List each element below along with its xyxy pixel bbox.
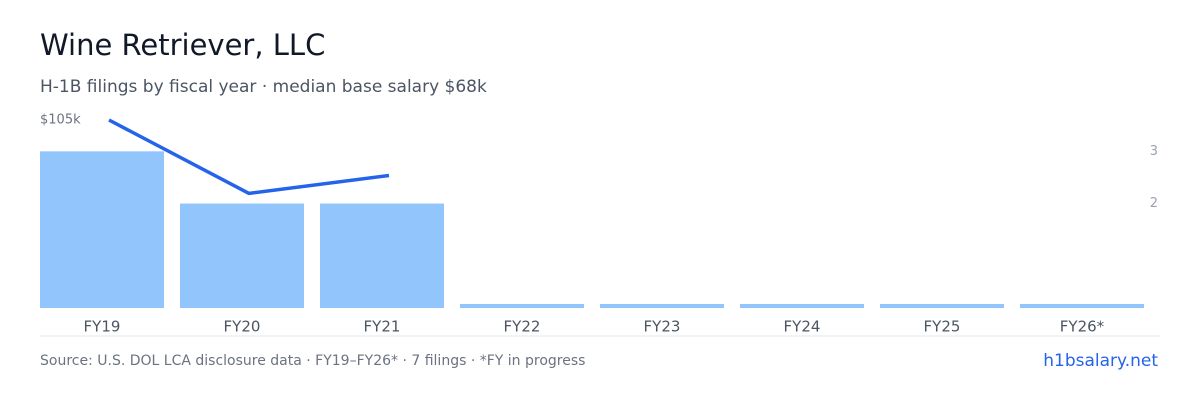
x-tick-label: FY24 [784, 318, 821, 336]
y-tick-label: $105k [40, 113, 81, 128]
y2-tick-label: 3 [1150, 144, 1158, 159]
salary-line [108, 118, 390, 196]
chart-subtitle: H-1B filings by fiscal year · median bas… [40, 77, 487, 97]
y2-tick-label: 2 [1150, 196, 1158, 211]
footer-source: Source: U.S. DOL LCA disclosure data · F… [40, 353, 585, 369]
x-tick-label: FY25 [924, 318, 961, 336]
x-tick-label: FY19 [84, 318, 121, 336]
bar [180, 203, 304, 308]
x-tick-label: FY21 [364, 318, 401, 336]
chart-title: Wine Retriever, LLC [40, 28, 325, 62]
x-tick-label: FY23 [644, 318, 681, 336]
site-link[interactable]: h1bsalary.net [1043, 351, 1158, 371]
x-tick-label: FY22 [504, 318, 541, 336]
bar [460, 304, 584, 308]
bar [740, 304, 864, 308]
x-tick-label: FY20 [224, 318, 261, 336]
bar [1020, 304, 1144, 308]
bar [40, 151, 164, 308]
bar [320, 203, 444, 308]
bar [600, 304, 724, 308]
bar [880, 304, 1004, 308]
x-tick-label: FY26* [1060, 318, 1105, 336]
